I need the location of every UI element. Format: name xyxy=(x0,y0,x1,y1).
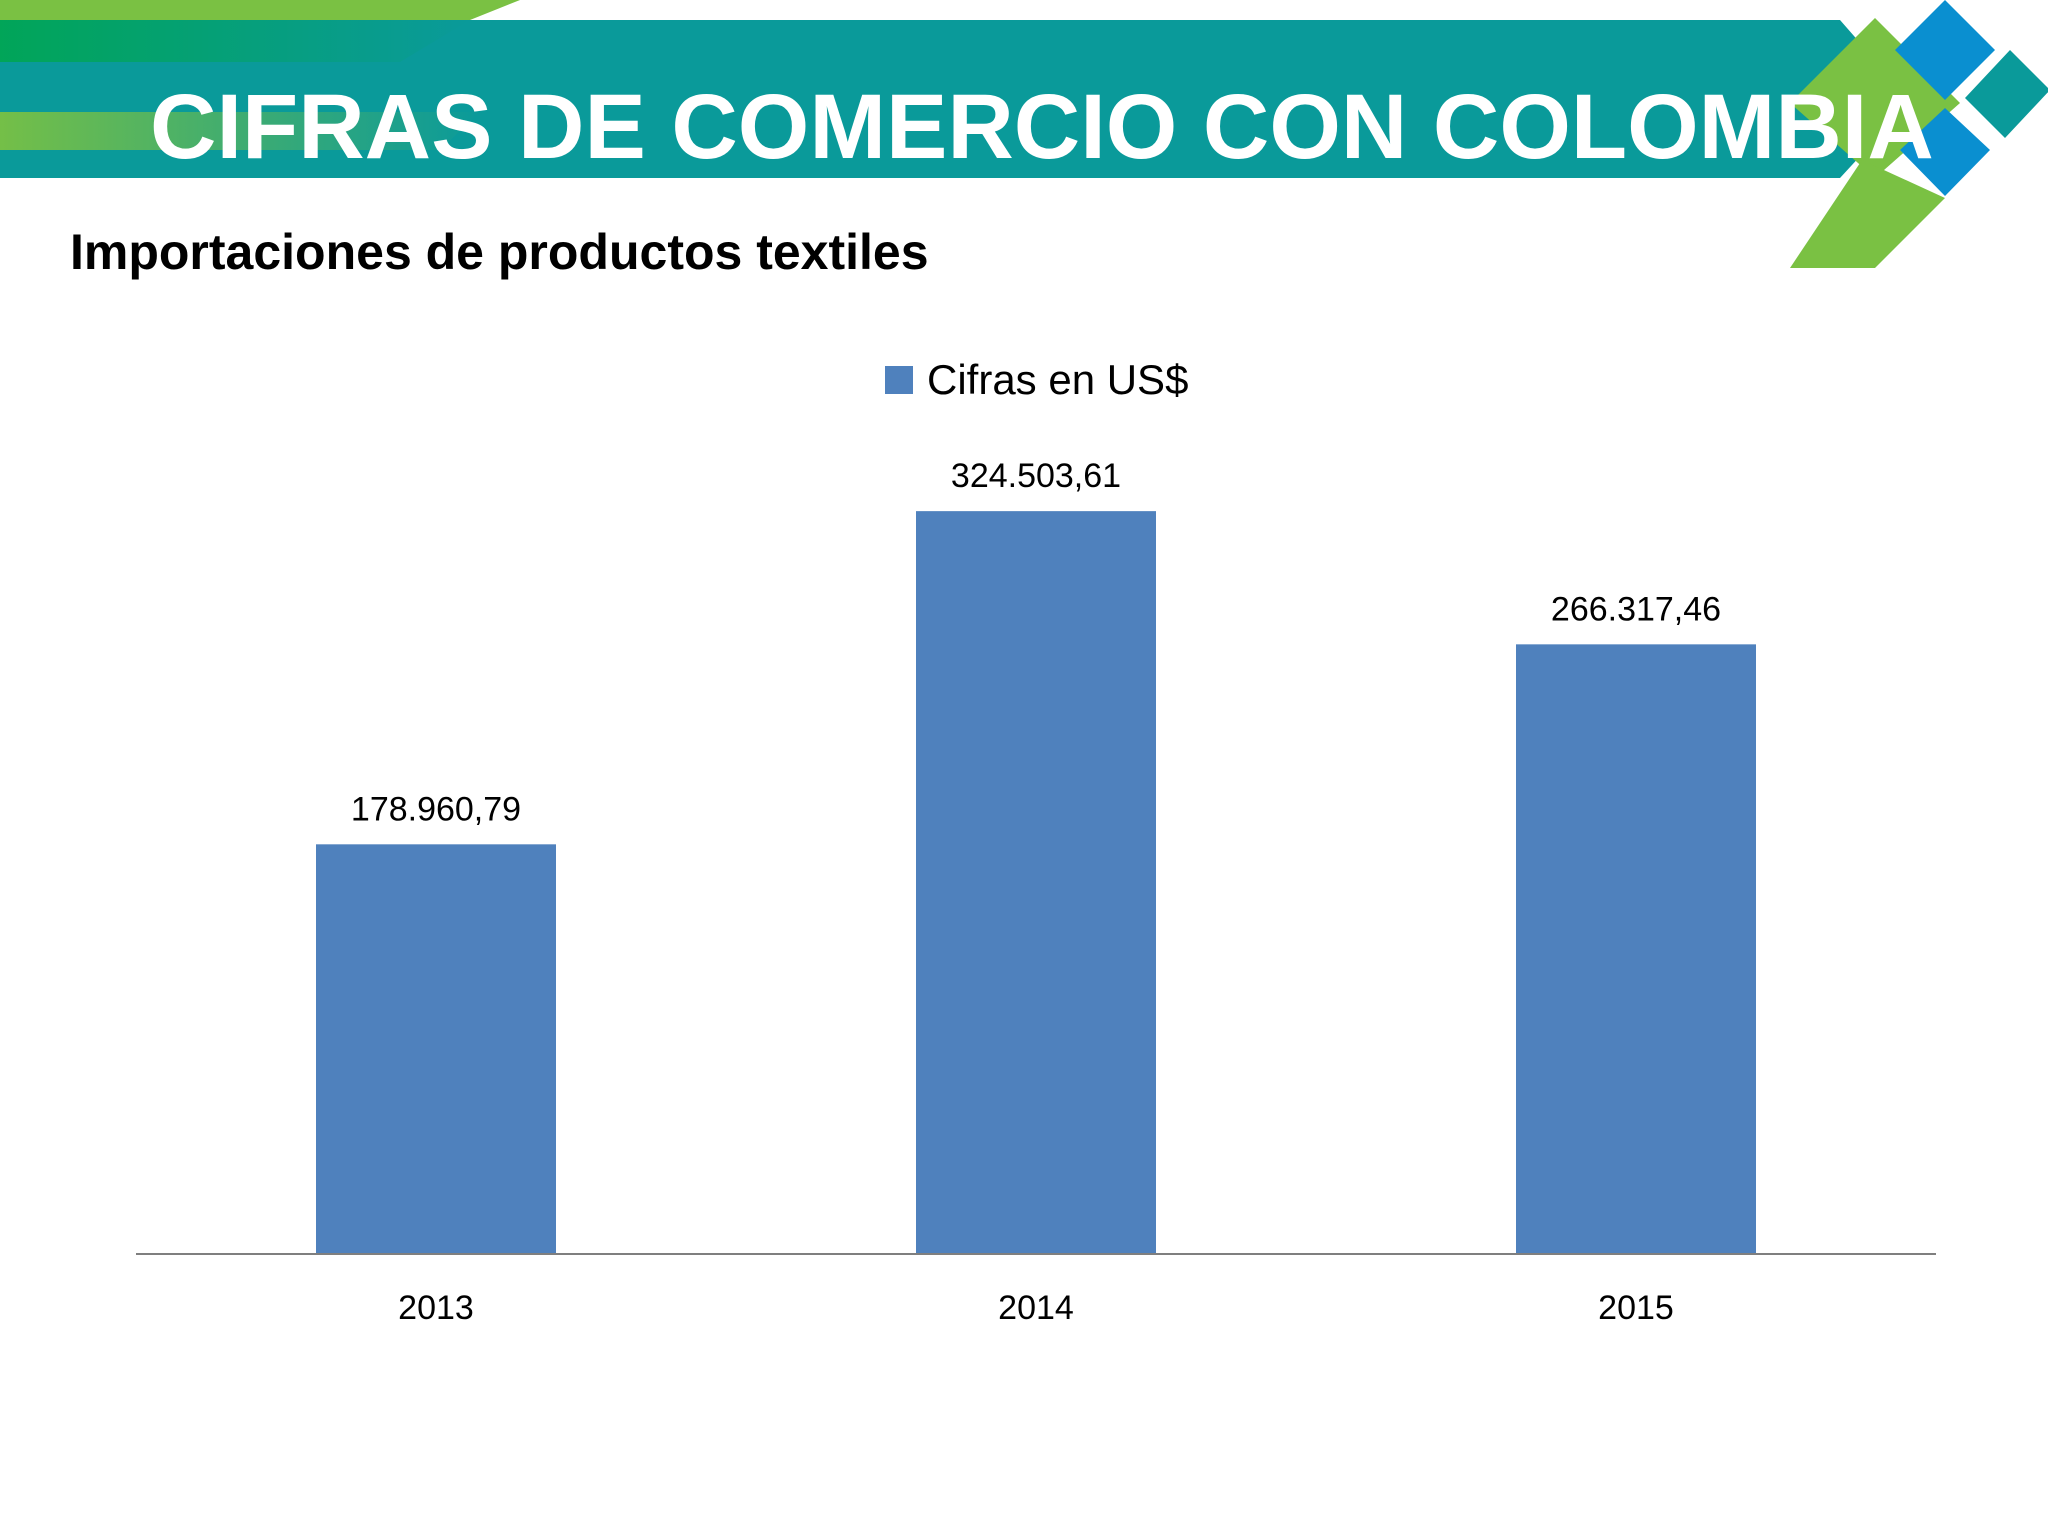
header-green-stripe-top xyxy=(0,0,520,20)
diamond-blue-top xyxy=(1895,0,1995,100)
data-label-2014: 324.503,61 xyxy=(951,457,1121,495)
diamond-teal-right xyxy=(1965,50,2048,138)
data-label-2015: 266.317,46 xyxy=(1551,590,1721,628)
bar-2014 xyxy=(916,511,1156,1254)
diamond-blue-bottom xyxy=(1900,108,1990,196)
data-label-2013: 178.960,79 xyxy=(351,790,521,828)
diamond-green-bottom xyxy=(1790,160,1945,268)
slide-subtitle: Importaciones de productos textiles xyxy=(70,224,929,280)
header-teal-band xyxy=(0,20,1875,178)
header-green-stripe-2 xyxy=(0,112,480,150)
chart-legend: Cifras en US$ xyxy=(885,352,1188,408)
slide-title: CIFRAS DE COMERCIO CON COLOMBIA xyxy=(150,76,1934,178)
legend-label: Cifras en US$ xyxy=(927,356,1189,403)
bar-2013 xyxy=(316,844,556,1254)
x-tick-label-2013: 2013 xyxy=(398,1289,474,1327)
header-green-stripe-1 xyxy=(0,20,470,62)
x-tick-label-2014: 2014 xyxy=(998,1289,1074,1327)
x-tick-label-2015: 2015 xyxy=(1598,1289,1674,1327)
bar-2015 xyxy=(1516,644,1756,1254)
header-banner xyxy=(0,0,2048,268)
legend-swatch xyxy=(885,366,913,394)
